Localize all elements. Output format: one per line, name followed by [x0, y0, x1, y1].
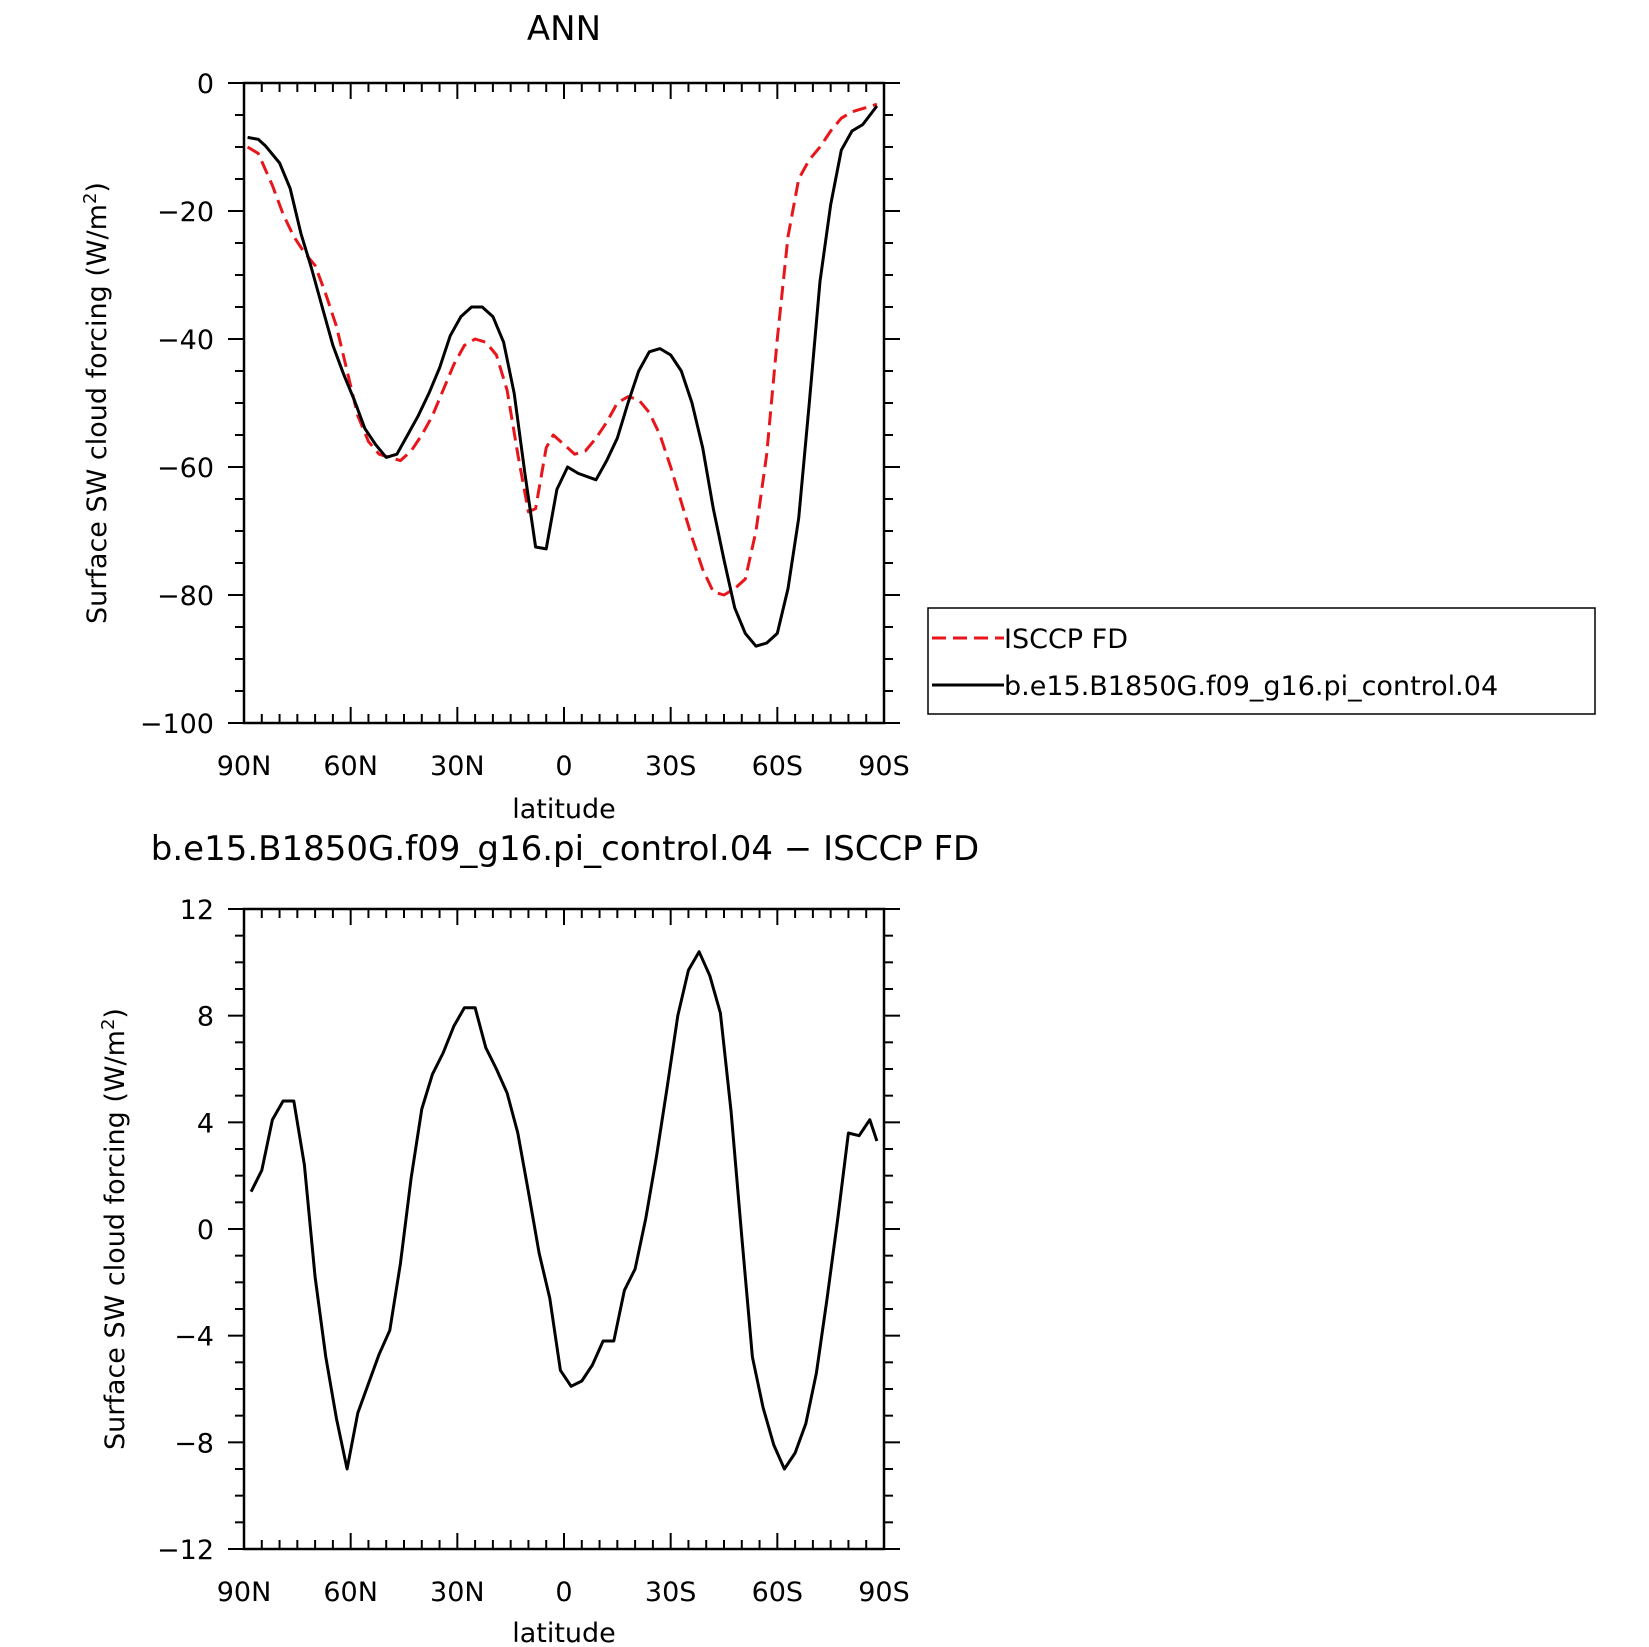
y-tick-label: −4: [174, 1322, 214, 1353]
y-tick-label: −80: [157, 581, 214, 612]
x-tick-label: 90N: [217, 751, 272, 782]
chart-title: b.e15.B1850G.f09_g16.pi_control.04 − ISC…: [151, 829, 979, 869]
legend-label: ISCCP FD: [1004, 624, 1128, 655]
y-axis-label: Surface SW cloud forcing (W/m2): [98, 1008, 131, 1450]
bottom-panel: b.e15.B1850G.f09_g16.pi_control.04 − ISC…: [98, 829, 979, 1647]
x-tick-label: 90S: [858, 751, 910, 782]
y-tick-label: −12: [157, 1535, 214, 1566]
y-axis-label: Surface SW cloud forcing (W/m2): [80, 182, 113, 624]
y-tick-label: −60: [157, 453, 214, 484]
y-tick-label: −8: [174, 1428, 214, 1459]
x-tick-label: 90N: [217, 1577, 272, 1608]
y-tick-label: 12: [180, 895, 214, 926]
legend: ISCCP FD b.e15.B1850G.f09_g16.pi_control.…: [927, 607, 1596, 715]
y-axis-label-superscript: 2: [80, 193, 101, 204]
series-line-solid: [249, 950, 879, 1471]
series-line-solid: [247, 105, 879, 648]
y-tick-label: −100: [140, 709, 214, 740]
y-tick-label: 0: [197, 1215, 214, 1246]
x-tick-label: 60S: [752, 751, 804, 782]
series-line-dashed: [246, 102, 878, 597]
x-tick-label: 30N: [430, 751, 485, 782]
plot-frame: [242, 81, 886, 725]
y-tick-label: −40: [157, 325, 214, 356]
legend-box: [927, 607, 1596, 715]
x-tick-label: 60N: [323, 1577, 378, 1608]
y-axis-label-tail: ): [82, 182, 113, 193]
chart-title: ANN: [527, 9, 601, 49]
x-tick-label: 30N: [430, 1577, 485, 1608]
y-tick-label: 4: [197, 1108, 214, 1139]
y-axis-label-tail: ): [100, 1008, 131, 1019]
x-tick-label: 60S: [752, 1577, 804, 1608]
x-tick-label: 60N: [323, 751, 378, 782]
top-panel: ANN 90N 60N 30N 0 30S 60S 90S −100 −80 −60 −40 −20 0 l…: [80, 9, 1596, 825]
x-axis-label: latitude: [512, 1618, 616, 1647]
x-tick-label: 0: [555, 751, 572, 782]
y-axis-label-main: Surface SW cloud forcing (W/m: [100, 1030, 131, 1450]
y-axis-label-superscript: 2: [98, 1019, 119, 1030]
y-tick-label: 0: [197, 69, 214, 100]
y-tick-label: −20: [157, 197, 214, 228]
x-tick-label: 30S: [645, 751, 697, 782]
plot-frame: [242, 907, 886, 1551]
x-axis-label: latitude: [512, 794, 616, 825]
x-tick-label: 90S: [858, 1577, 910, 1608]
x-tick-label: 30S: [645, 1577, 697, 1608]
legend-label: b.e15.B1850G.f09_g16.pi_control.04: [1004, 671, 1498, 702]
y-axis-label-main: Surface SW cloud forcing (W/m: [82, 204, 113, 624]
y-tick-label: 8: [197, 1002, 214, 1033]
x-tick-label: 0: [555, 1577, 572, 1608]
